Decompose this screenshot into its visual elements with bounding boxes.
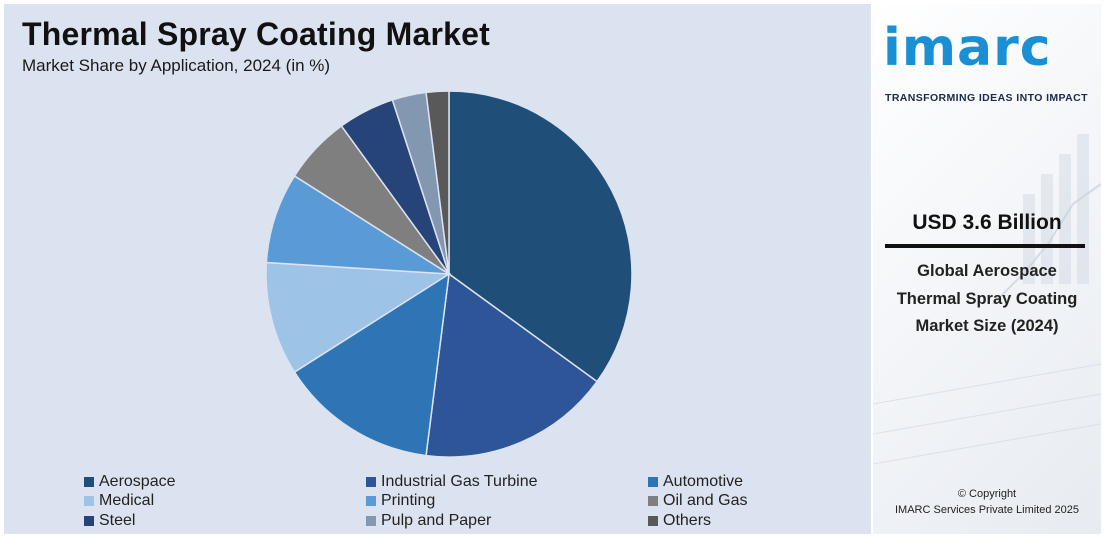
pie-slice-medical [265, 261, 452, 374]
legend-label: Automotive [663, 472, 744, 490]
legend-item: Automotive [648, 472, 838, 492]
legend-item: Industrial Gas Turbine [366, 472, 648, 492]
chart-legend: Aerospace Industrial Gas Turbine Automotiv… [84, 472, 844, 531]
legend-label: Pulp and Paper [381, 511, 492, 529]
legend-item: Printing [366, 492, 648, 512]
pie-slice-aerospace [448, 90, 633, 383]
legend-label: Aerospace [99, 472, 176, 490]
pie-slice-printing [265, 174, 450, 275]
legend-label: Printing [381, 492, 436, 510]
side-panel: imarc TRANSFORMING IDEAS INTO IMPACT USD… [873, 4, 1101, 534]
pie-slice-automotive [293, 272, 450, 457]
market-size-description: Global Aerospace Thermal Spray Coating M… [896, 262, 1078, 335]
copyright-line-2: IMARC Services Private Limited 2025 [894, 504, 1079, 516]
legend-label: Steel [99, 511, 136, 529]
legend-label: Industrial Gas Turbine [381, 472, 538, 490]
copyright: © Copyright IMARC Services Private Limit… [873, 486, 1101, 518]
legend-swatch [366, 515, 376, 526]
logo-tagline: TRANSFORMING IDEAS INTO IMPACT [885, 92, 1088, 104]
legend-swatch [366, 496, 376, 507]
divider [885, 244, 1085, 248]
legend-item: Oil and Gas [648, 492, 838, 512]
legend-swatch [648, 515, 658, 526]
legend-item: Others [648, 511, 838, 531]
legend-item: Steel [84, 511, 366, 531]
pie-slice-industrial-gas-turbine [425, 272, 599, 458]
legend-swatch [648, 476, 658, 487]
legend-label: Others [663, 511, 712, 529]
background-chart-graphic [873, 134, 1101, 465]
legend-swatch [648, 496, 658, 507]
pie-slice-others [425, 90, 450, 275]
legend-item: Medical [84, 492, 366, 512]
legend-swatch [84, 515, 94, 526]
chart-panel: Thermal Spray Coating Market Market Shar… [4, 4, 871, 534]
legend-item: Pulp and Paper [366, 511, 648, 531]
market-size-value: USD 3.6 Billion [912, 211, 1062, 234]
chart-subtitle: Market Share by Application, 2024 (in %) [22, 56, 331, 75]
legend-label: Oil and Gas [663, 492, 748, 510]
copyright-line-1: © Copyright [957, 488, 1017, 500]
pie-chart [265, 90, 633, 458]
legend-swatch [84, 476, 94, 487]
legend-label: Medical [99, 492, 155, 510]
imarc-logo: imarc [883, 18, 1052, 78]
legend-swatch [366, 476, 376, 487]
legend-swatch [84, 496, 94, 507]
legend-item: Aerospace [84, 472, 366, 492]
chart-title: Thermal Spray Coating Market [22, 16, 490, 52]
